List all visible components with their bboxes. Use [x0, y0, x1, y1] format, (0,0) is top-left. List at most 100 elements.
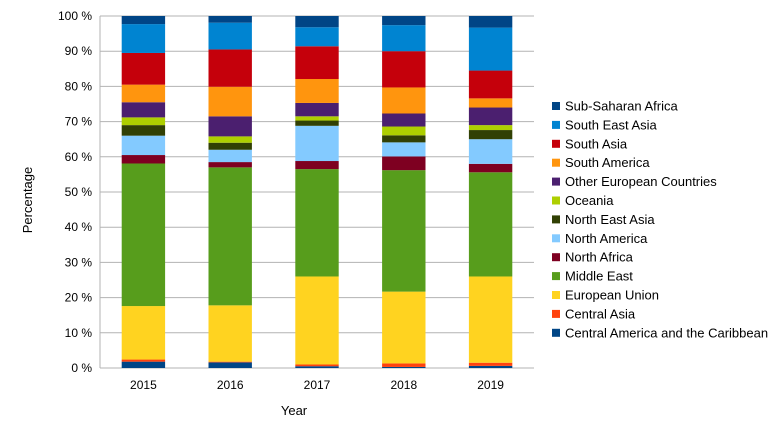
bar-segment — [382, 25, 426, 52]
legend-label: South East Asia — [565, 117, 658, 132]
bar-segment — [382, 135, 426, 143]
legend-label: Sub-Saharan Africa — [565, 99, 679, 114]
y-tick-label: 80 % — [65, 79, 93, 93]
y-tick-label: 90 % — [65, 44, 93, 58]
bar-segment — [382, 16, 426, 26]
bar-segment — [208, 86, 252, 117]
legend-swatch — [552, 120, 560, 129]
bar-segment — [295, 16, 339, 28]
bar-segment — [382, 142, 426, 157]
legend-swatch — [552, 309, 560, 318]
bar-segment — [208, 136, 252, 143]
bar-segment — [121, 155, 166, 164]
legend-label: South Asia — [565, 136, 628, 151]
bar-segment — [121, 163, 166, 307]
y-tick-label: 40 % — [65, 220, 93, 234]
bar-segment — [468, 276, 513, 363]
legend-label: Oceania — [565, 193, 614, 208]
bar-segment — [382, 87, 426, 114]
bar-segment — [468, 139, 513, 164]
bar-segment — [382, 126, 426, 136]
y-tick-label: 20 % — [65, 291, 93, 305]
legend-label: Central Asia — [565, 306, 636, 321]
x-axis-title: Year — [281, 403, 308, 418]
bar-segment — [208, 162, 252, 168]
legend-label: South America — [565, 155, 650, 170]
bar-segment — [121, 102, 166, 118]
bar-segment — [295, 116, 339, 121]
bar-segment — [382, 51, 426, 88]
x-tick-label: 2016 — [217, 378, 244, 392]
y-tick-label: 70 % — [65, 115, 93, 129]
legend-label: Central America and the Caribbean — [565, 325, 768, 340]
bar-segment — [382, 363, 426, 367]
legend-swatch — [552, 139, 560, 148]
bar-segment — [468, 70, 513, 99]
bar-segment — [295, 79, 339, 103]
legend-label: North America — [565, 231, 648, 246]
legend-label: North Africa — [565, 250, 634, 265]
bar-segment — [295, 120, 339, 126]
bar-segment — [208, 361, 252, 363]
bar-segment — [295, 366, 339, 368]
y-tick-label: 60 % — [65, 150, 93, 164]
bar-segment — [468, 130, 513, 140]
bar-segment — [295, 46, 339, 80]
legend-swatch — [552, 253, 560, 262]
bar-segment — [208, 116, 252, 137]
x-tick-label: 2015 — [130, 378, 157, 392]
bar-segment — [468, 98, 513, 108]
bar-segment — [468, 125, 513, 131]
bar-segment — [121, 24, 166, 53]
bar-segment — [208, 149, 252, 163]
bar-segment — [208, 142, 252, 150]
legend-swatch — [552, 177, 560, 186]
legend-label: European Union — [565, 288, 659, 303]
legend-swatch — [552, 328, 560, 337]
bar-segment — [468, 172, 513, 277]
bar-segment — [468, 365, 513, 368]
bars — [121, 16, 513, 368]
bar-segment — [295, 161, 339, 170]
legend-label: North East Asia — [565, 212, 655, 227]
bar-segment — [468, 27, 513, 71]
bar-segment — [468, 16, 513, 28]
bar-segment — [382, 170, 426, 292]
bar-segment — [121, 84, 166, 103]
x-tick-label: 2018 — [390, 378, 417, 392]
bar-segment — [295, 27, 339, 47]
bar-segment — [121, 135, 166, 156]
y-tick-label: 0 % — [71, 361, 92, 375]
bar-segment — [295, 276, 339, 365]
y-tick-label: 50 % — [65, 185, 93, 199]
y-tick-label: 10 % — [65, 326, 93, 340]
bar-segment — [208, 167, 252, 306]
bar-segment — [121, 16, 166, 25]
bar-segment — [121, 125, 166, 136]
y-tick-label: 100 % — [58, 9, 92, 23]
x-tick-label: 2017 — [304, 378, 331, 392]
bar-segment — [121, 117, 166, 126]
legend-label: Other European Countries — [565, 174, 717, 189]
y-tick-label: 30 % — [65, 255, 93, 269]
bar-segment — [295, 169, 339, 277]
bar-segment — [468, 163, 513, 173]
legend-label: Middle East — [565, 269, 633, 284]
legend-swatch — [552, 234, 560, 243]
bar-segment — [468, 362, 513, 366]
bar-segment — [121, 359, 166, 362]
bar-segment — [295, 125, 339, 162]
bar-segment — [295, 364, 339, 367]
bar-segment — [382, 366, 426, 368]
legend: Sub-Saharan Africa South East Asia South A… — [552, 99, 768, 340]
bar-segment — [121, 361, 166, 368]
legend-swatch — [552, 196, 560, 205]
bar-segment — [121, 52, 166, 85]
axes: 0 % 10 % 20 % 30 % 40 % 50 % 60 % 70 % 80 % 90 % 1… — [58, 9, 504, 392]
bar-segment — [382, 291, 426, 364]
bar-segment — [121, 306, 166, 360]
bar-segment — [382, 113, 426, 127]
legend-swatch — [552, 272, 560, 281]
